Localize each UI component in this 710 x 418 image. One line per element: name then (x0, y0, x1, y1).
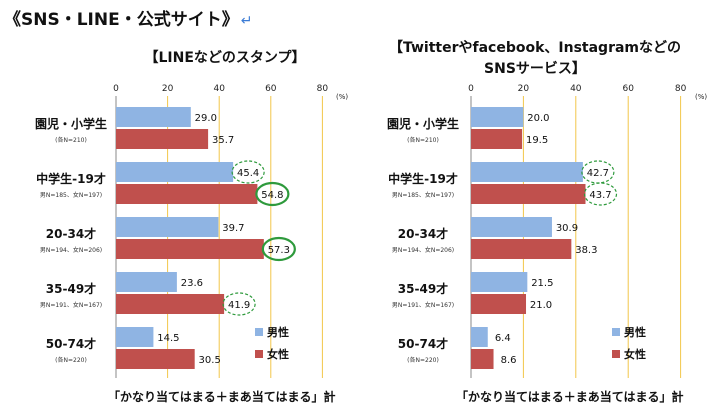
left-category-sublabel: (各N=220) (55, 356, 87, 364)
left-x-tick-label: 0 (113, 84, 119, 94)
left-data-label: 29.0 (195, 113, 217, 124)
left-category-sublabel: (各N=210) (55, 136, 87, 144)
right-bar-male (471, 217, 552, 237)
right-unit-label: (%) (695, 93, 707, 101)
left-highlight-circle (231, 160, 265, 184)
right-legend-label: 女性 (624, 347, 646, 361)
page-title-text: 《SNS・LINE・公式サイト》 (4, 10, 239, 30)
left-chart: 0 20 40 60 80 (%) 園児・小学生 (各N=210) 29.0 35.7 中学生-19… (35, 84, 348, 378)
right-category-label: 園児・小学生 (387, 116, 459, 131)
right-category-label: 20-34才 (398, 226, 448, 241)
left-footer-note: 「かなり当てはまる＋まあ当てはまる」計 (108, 390, 336, 404)
right-data-label: 19.5 (526, 135, 548, 146)
right-legend-label: 男性 (624, 325, 646, 339)
right-legend-swatch (612, 350, 620, 358)
right-bar-female (471, 184, 586, 204)
right-category-sublabel: 男N=185、女N=197) (392, 191, 454, 199)
right-data-label: 21.5 (531, 278, 553, 289)
left-bar-female (116, 349, 195, 369)
left-data-label: 23.6 (181, 278, 203, 289)
right-x-tick-label: 0 (468, 84, 474, 94)
right-x-tick-label: 60 (622, 84, 634, 94)
right-bar-female (471, 349, 494, 369)
left-data-label: 54.8 (261, 190, 283, 201)
left-legend-label: 女性 (267, 347, 289, 361)
left-bar-male (116, 272, 177, 292)
left-bar-male (116, 327, 154, 347)
left-data-label: 14.5 (157, 333, 179, 344)
right-data-label: 42.7 (587, 168, 609, 179)
left-highlight-circle (255, 181, 290, 207)
right-x-tick-label: 40 (570, 84, 582, 94)
left-highlight-circle (222, 292, 256, 316)
right-bar-male (471, 272, 528, 292)
right-data-label: 30.9 (556, 223, 578, 234)
left-x-tick-label: 20 (162, 84, 174, 94)
right-chart-title-line-1: 【Twitterやfacebook、Instagramなどの (388, 40, 682, 56)
right-category-label: 50-74才 (398, 336, 448, 351)
left-unit-label: (%) (336, 93, 348, 101)
right-bar-female (471, 239, 572, 259)
left-x-tick-label: 40 (213, 84, 225, 94)
left-data-label: 41.9 (228, 300, 250, 311)
right-bar-male (471, 162, 583, 182)
left-category-label: 園児・小学生 (35, 116, 107, 131)
right-category-sublabel: 男N=191、女N=167) (392, 301, 454, 309)
left-data-label: 35.7 (212, 135, 234, 146)
left-bar-male (116, 107, 191, 127)
right-bar-female (471, 129, 523, 149)
left-category-sublabel: 男N=191、女N=167) (40, 301, 102, 309)
left-chart-title: 【LINEなどのスタンプ】 (60, 48, 390, 69)
left-highlight-circle (261, 236, 296, 262)
right-chart-title: 【Twitterやfacebook、Instagramなどの SNSサービス】 (360, 38, 710, 80)
left-data-label: 57.3 (268, 245, 290, 256)
left-category-label: 50-74才 (46, 336, 96, 351)
right-data-label: 8.6 (501, 355, 517, 366)
left-legend-swatch (255, 328, 263, 336)
left-data-label: 39.7 (222, 223, 244, 234)
right-chart-title-line-2: SNSサービス】 (484, 61, 586, 77)
return-icon: ↵ (240, 13, 253, 29)
right-x-tick-label: 20 (518, 84, 530, 94)
right-bar-male (471, 327, 488, 347)
left-bar-male (116, 217, 219, 237)
right-category-label: 中学生-19才 (388, 171, 458, 186)
left-x-tick-label: 60 (265, 84, 277, 94)
left-category-sublabel: 男N=194、女N=206) (40, 246, 102, 254)
left-bar-female (116, 129, 209, 149)
right-category-sublabel: (各N=220) (407, 356, 439, 364)
right-data-label: 43.7 (589, 190, 611, 201)
right-x-tick-label: 80 (675, 84, 687, 94)
right-highlight-circle (583, 182, 618, 206)
right-footer-note: 「かなり当てはまる＋まあ当てはまる」計 (456, 390, 684, 404)
left-data-label: 30.5 (199, 355, 221, 366)
left-category-label: 20-34才 (46, 226, 96, 241)
left-category-sublabel: 男N=185、女N=197) (40, 191, 102, 199)
left-category-label: 中学生-19才 (36, 171, 106, 186)
right-category-label: 35-49才 (398, 281, 448, 296)
right-category-sublabel: (各N=210) (407, 136, 439, 144)
left-data-label: 45.4 (237, 168, 259, 179)
left-bar-female (116, 294, 225, 314)
left-bar-female (116, 239, 264, 259)
left-bar-male (116, 162, 234, 182)
left-x-tick-label: 80 (317, 84, 329, 94)
right-bar-female (471, 294, 527, 314)
left-category-label: 35-49才 (46, 281, 96, 296)
right-data-label: 38.3 (575, 245, 597, 256)
right-category-sublabel: 男N=194、女N=206) (392, 246, 454, 254)
page-title: 《SNS・LINE・公式サイト》 ↵ (4, 5, 252, 30)
left-legend-swatch (255, 350, 263, 358)
left-chart-title-line-1: 【LINEなどのスタンプ】 (144, 50, 306, 66)
right-legend-swatch (612, 328, 620, 336)
right-chart: 0 20 40 60 80 (%) 園児・小学生 (各N=210) 20.0 19.5 中学生-19… (387, 84, 707, 378)
left-bar-female (116, 184, 258, 204)
right-bar-male (471, 107, 524, 127)
right-data-label: 21.0 (530, 300, 552, 311)
right-data-label: 6.4 (495, 333, 511, 344)
right-data-label: 20.0 (527, 113, 549, 124)
left-legend-label: 男性 (267, 325, 289, 339)
